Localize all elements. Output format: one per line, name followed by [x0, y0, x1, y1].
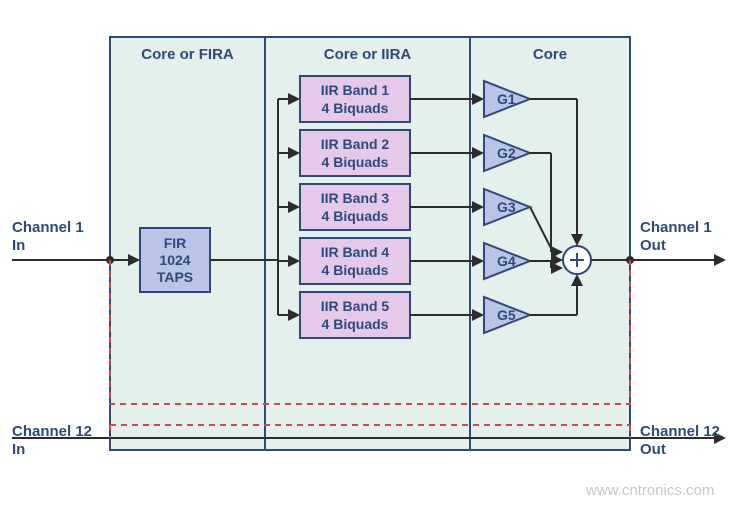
- svg-text:IIR Band 3: IIR Band 3: [321, 190, 390, 206]
- svg-text:G3: G3: [497, 199, 516, 215]
- iir-band-3: IIR Band 3 4 Biquads: [300, 184, 410, 230]
- svg-text:G4: G4: [497, 253, 516, 269]
- label-ch1-out: Channel 1Out: [640, 219, 712, 254]
- svg-text:Channel 1: Channel 1: [640, 219, 712, 236]
- svg-text:4 Biquads: 4 Biquads: [322, 154, 389, 170]
- fir-block: FIR1024TAPS: [140, 228, 210, 292]
- svg-text:IIR Band 1: IIR Band 1: [321, 82, 390, 98]
- label-ch12-out: Channel 12Out: [640, 423, 720, 458]
- svg-text:IIR Band 4: IIR Band 4: [321, 244, 390, 260]
- svg-text:IIR Band 2: IIR Band 2: [321, 136, 390, 152]
- svg-text:Out: Out: [640, 441, 666, 458]
- svg-text:Out: Out: [640, 237, 666, 254]
- svg-text:4 Biquads: 4 Biquads: [322, 262, 389, 278]
- iir-band-4: IIR Band 4 4 Biquads: [300, 238, 410, 284]
- svg-text:G1: G1: [497, 91, 516, 107]
- svg-text:Channel 1: Channel 1: [12, 219, 84, 236]
- svg-text:4 Biquads: 4 Biquads: [322, 100, 389, 116]
- svg-text:IIR Band 5: IIR Band 5: [321, 298, 390, 314]
- iir-band-2: IIR Band 2 4 Biquads: [300, 130, 410, 176]
- svg-text:FIR: FIR: [164, 235, 187, 251]
- sum-node: [563, 246, 591, 274]
- label-ch1-in: Channel 1In: [12, 219, 84, 254]
- iir-band-5: IIR Band 5 4 Biquads: [300, 292, 410, 338]
- svg-text:G5: G5: [497, 307, 516, 323]
- svg-text:G2: G2: [497, 145, 516, 161]
- iir-band-1: IIR Band 1 4 Biquads: [300, 76, 410, 122]
- svg-text:Channel 12: Channel 12: [640, 423, 720, 440]
- svg-text:4 Biquads: 4 Biquads: [322, 208, 389, 224]
- section-title: Core or IIRA: [324, 46, 412, 63]
- svg-text:Channel 12: Channel 12: [12, 423, 92, 440]
- svg-text:1024: 1024: [159, 252, 190, 268]
- label-ch12-in: Channel 12In: [12, 423, 92, 458]
- svg-text:In: In: [12, 237, 25, 254]
- svg-text:In: In: [12, 441, 25, 458]
- section-title: Core or FIRA: [141, 46, 234, 63]
- svg-text:TAPS: TAPS: [157, 269, 193, 285]
- section-title: Core: [533, 46, 567, 63]
- svg-text:4 Biquads: 4 Biquads: [322, 316, 389, 332]
- watermark: www.cntronics.com: [585, 482, 714, 499]
